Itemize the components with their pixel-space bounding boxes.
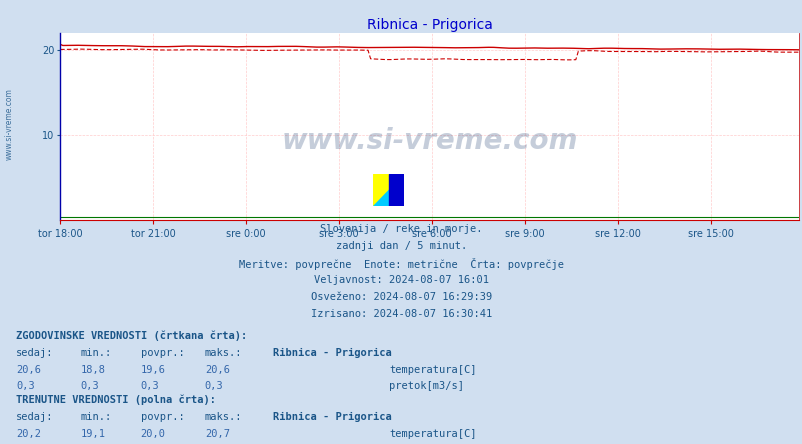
Text: min.:: min.: [80,412,111,422]
Text: sedaj:: sedaj: [16,348,54,358]
Polygon shape [373,174,403,206]
Text: pretok[m3/s]: pretok[m3/s] [389,381,464,392]
Text: sedaj:: sedaj: [16,412,54,422]
Text: 0,3: 0,3 [205,381,223,392]
Text: 0,3: 0,3 [16,381,34,392]
Text: Meritve: povprečne  Enote: metrične  Črta: povprečje: Meritve: povprečne Enote: metrične Črta:… [239,258,563,270]
Polygon shape [388,174,403,206]
Text: 20,6: 20,6 [205,365,229,375]
Text: temperatura[C]: temperatura[C] [389,365,476,375]
Text: ZGODOVINSKE VREDNOSTI (črtkana črta):: ZGODOVINSKE VREDNOSTI (črtkana črta): [16,331,247,341]
Text: Ribnica - Prigorica: Ribnica - Prigorica [273,348,391,358]
Text: 0,3: 0,3 [140,381,159,392]
Text: 20,6: 20,6 [16,365,41,375]
Text: 20,2: 20,2 [16,428,41,439]
Text: min.:: min.: [80,348,111,358]
Text: 0,3: 0,3 [80,381,99,392]
Text: www.si-vreme.com: www.si-vreme.com [5,88,14,160]
Title: Ribnica - Prigorica: Ribnica - Prigorica [367,18,492,32]
Text: maks.:: maks.: [205,348,242,358]
Text: maks.:: maks.: [205,412,242,422]
Text: TRENUTNE VREDNOSTI (polna črta):: TRENUTNE VREDNOSTI (polna črta): [16,395,216,405]
Text: temperatura[C]: temperatura[C] [389,428,476,439]
Text: 18,8: 18,8 [80,365,105,375]
Text: povpr.:: povpr.: [140,412,184,422]
Text: 20,0: 20,0 [140,428,165,439]
Polygon shape [373,174,403,206]
Text: povpr.:: povpr.: [140,348,184,358]
Text: Izrisano: 2024-08-07 16:30:41: Izrisano: 2024-08-07 16:30:41 [310,309,492,319]
Text: www.si-vreme.com: www.si-vreme.com [281,127,577,155]
Text: Ribnica - Prigorica: Ribnica - Prigorica [273,412,391,422]
Text: Veljavnost: 2024-08-07 16:01: Veljavnost: 2024-08-07 16:01 [314,275,488,285]
Text: Slovenija / reke in morje.: Slovenija / reke in morje. [320,224,482,234]
Text: zadnji dan / 5 minut.: zadnji dan / 5 minut. [335,241,467,251]
Text: 19,1: 19,1 [80,428,105,439]
Text: 19,6: 19,6 [140,365,165,375]
Text: Osveženo: 2024-08-07 16:29:39: Osveženo: 2024-08-07 16:29:39 [310,292,492,302]
Text: 20,7: 20,7 [205,428,229,439]
